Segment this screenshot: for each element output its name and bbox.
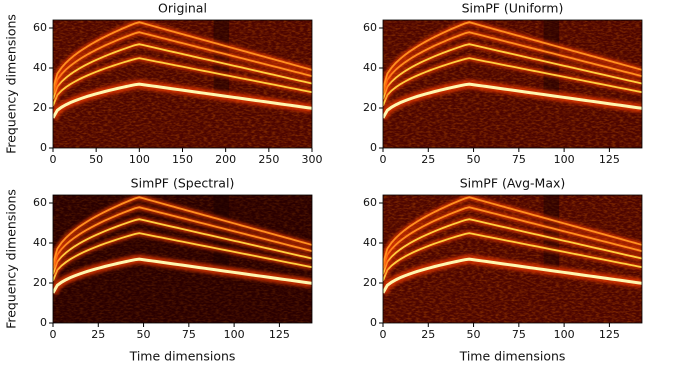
- frame: [382, 19, 643, 149]
- x-tick-label: 50: [467, 328, 481, 341]
- x-tick-label: 25: [91, 328, 105, 341]
- frame: [52, 194, 313, 324]
- x-axis-label: Time dimensions: [459, 349, 566, 364]
- x-tick-label: 0: [50, 153, 57, 166]
- x-tick-label: 125: [269, 328, 290, 341]
- y-tick-label: 40: [363, 61, 377, 74]
- x-axis-label: Time dimensions: [129, 349, 236, 364]
- band: [543, 20, 560, 97]
- y-tick-label: 60: [363, 21, 377, 34]
- y-tick-label: 60: [33, 196, 47, 209]
- y-tick-label: 0: [370, 141, 377, 154]
- band: [213, 195, 230, 272]
- harmonic: [53, 57, 312, 107]
- spectrogram: [53, 195, 312, 323]
- harmonic: [383, 196, 642, 265]
- harmonic: [53, 196, 312, 265]
- x-tick-label: 100: [129, 153, 150, 166]
- title: SimPF (Avg-Max): [460, 176, 566, 191]
- harmonic: [383, 82, 642, 119]
- x-tick-label: 200: [215, 153, 236, 166]
- y-tick-label: 20: [33, 101, 47, 114]
- harmonic: [383, 232, 642, 282]
- frame: [382, 194, 643, 324]
- y-tick-label: 20: [363, 276, 377, 289]
- band: [213, 20, 230, 97]
- harmonic: [53, 206, 312, 269]
- title: Original: [158, 1, 207, 16]
- harmonic: [53, 21, 312, 90]
- x-tick-label: 100: [554, 328, 575, 341]
- x-tick-label: 50: [89, 153, 103, 166]
- title: SimPF (Spectral): [131, 176, 235, 191]
- x-tick-label: 75: [182, 328, 196, 341]
- harmonic: [383, 257, 642, 294]
- harmonic: [53, 218, 312, 275]
- title: SimPF (Uniform): [462, 1, 564, 16]
- x-tick-label: 100: [224, 328, 245, 341]
- harmonic: [53, 232, 312, 282]
- harmonic: [53, 82, 312, 119]
- x-tick-label: 125: [599, 153, 620, 166]
- harmonic: [383, 21, 642, 90]
- y-tick-label: 0: [40, 316, 47, 329]
- y-axis-label: Frequency dimensions: [4, 189, 19, 329]
- y-tick-label: 0: [40, 141, 47, 154]
- x-tick-label: 50: [137, 328, 151, 341]
- band: [543, 195, 560, 272]
- y-tick-label: 20: [363, 101, 377, 114]
- y-tick-label: 40: [33, 61, 47, 74]
- x-tick-label: 250: [258, 153, 279, 166]
- x-tick-label: 150: [172, 153, 193, 166]
- y-tick-label: 20: [33, 276, 47, 289]
- x-tick-label: 75: [512, 153, 526, 166]
- harmonic: [383, 31, 642, 94]
- y-tick-label: 60: [33, 21, 47, 34]
- y-tick-label: 40: [33, 236, 47, 249]
- y-tick-label: 40: [363, 236, 377, 249]
- spectrogram: [383, 20, 642, 148]
- harmonic: [383, 43, 642, 100]
- spectrogram: [383, 195, 642, 323]
- spectrogram: [53, 20, 312, 148]
- y-tick-label: 60: [363, 196, 377, 209]
- harmonic: [53, 257, 312, 294]
- x-tick-label: 25: [421, 153, 435, 166]
- x-tick-label: 300: [302, 153, 323, 166]
- harmonic: [53, 43, 312, 100]
- x-tick-label: 50: [467, 153, 481, 166]
- x-tick-label: 0: [380, 328, 387, 341]
- x-tick-label: 75: [512, 328, 526, 341]
- x-tick-label: 125: [599, 328, 620, 341]
- harmonic: [383, 206, 642, 269]
- harmonic: [383, 57, 642, 107]
- y-tick-label: 0: [370, 316, 377, 329]
- y-axis-label: Frequency dimensions: [4, 14, 19, 154]
- harmonic: [383, 218, 642, 275]
- x-tick-label: 100: [554, 153, 575, 166]
- x-tick-label: 25: [421, 328, 435, 341]
- harmonic: [53, 31, 312, 94]
- x-tick-label: 0: [380, 153, 387, 166]
- x-tick-label: 0: [50, 328, 57, 341]
